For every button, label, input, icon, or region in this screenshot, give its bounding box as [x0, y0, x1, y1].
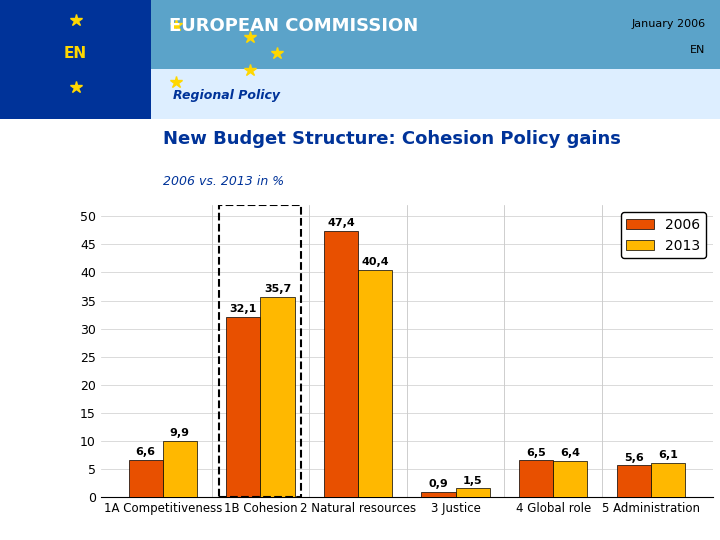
Text: 9,9: 9,9 — [170, 428, 190, 438]
Bar — [324, 231, 358, 497]
Text: 40,4: 40,4 — [361, 258, 389, 267]
Bar — [456, 488, 490, 497]
Bar — [421, 492, 456, 497]
Text: 6,5: 6,5 — [526, 448, 546, 457]
Bar — [0, 0, 151, 119]
Bar — [553, 461, 588, 497]
Bar — [226, 317, 261, 497]
Text: Regional Policy: Regional Policy — [173, 89, 280, 102]
Bar — [151, 69, 720, 119]
Text: 35,7: 35,7 — [264, 284, 291, 294]
Bar — [519, 460, 553, 497]
Text: 2006 vs. 2013 in %: 2006 vs. 2013 in % — [163, 176, 284, 188]
Text: 0,9: 0,9 — [428, 479, 449, 489]
Text: EUROPEAN COMMISSION: EUROPEAN COMMISSION — [169, 17, 418, 35]
Text: New Budget Structure: Cohesion Policy gains: New Budget Structure: Cohesion Policy ga… — [163, 130, 621, 148]
Text: 5,6: 5,6 — [624, 453, 644, 463]
Bar — [163, 441, 197, 497]
Text: 6,1: 6,1 — [658, 450, 678, 460]
Text: 47,4: 47,4 — [327, 218, 355, 228]
Text: 1,5: 1,5 — [463, 476, 482, 485]
Bar — [129, 460, 163, 497]
Bar — [358, 270, 392, 497]
Legend: 2006, 2013: 2006, 2013 — [621, 212, 706, 258]
Bar — [616, 465, 651, 497]
Bar — [651, 463, 685, 497]
Text: 32,1: 32,1 — [230, 304, 257, 314]
Bar — [151, 0, 720, 69]
Text: EN: EN — [690, 45, 706, 55]
Text: EN: EN — [64, 46, 87, 61]
Text: 6,6: 6,6 — [135, 447, 156, 457]
Text: January 2006: January 2006 — [631, 19, 706, 29]
Bar — [220, 205, 302, 497]
Text: 6,4: 6,4 — [560, 448, 580, 458]
Bar — [261, 296, 294, 497]
